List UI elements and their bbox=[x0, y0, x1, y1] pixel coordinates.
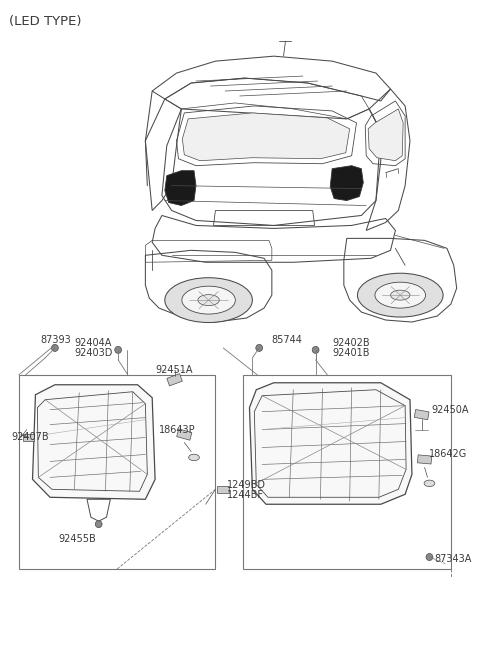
Bar bbox=[414, 409, 429, 420]
Bar bbox=[418, 455, 432, 464]
Polygon shape bbox=[330, 166, 363, 201]
Bar bbox=[19, 375, 216, 569]
Ellipse shape bbox=[375, 282, 426, 308]
Polygon shape bbox=[250, 382, 412, 504]
Text: 92403D: 92403D bbox=[74, 348, 113, 358]
Polygon shape bbox=[33, 385, 155, 499]
Ellipse shape bbox=[424, 480, 435, 487]
Ellipse shape bbox=[391, 290, 410, 300]
Circle shape bbox=[115, 346, 121, 354]
Text: 18642G: 18642G bbox=[430, 449, 468, 459]
Text: (LED TYPE): (LED TYPE) bbox=[9, 15, 82, 28]
Text: 1244BF: 1244BF bbox=[227, 490, 264, 501]
Bar bbox=[177, 429, 192, 440]
Bar bbox=[243, 375, 451, 569]
Bar bbox=[23, 434, 35, 441]
Bar bbox=[217, 486, 229, 493]
Text: 92450A: 92450A bbox=[432, 405, 469, 415]
Ellipse shape bbox=[165, 277, 252, 323]
Circle shape bbox=[426, 554, 433, 560]
Circle shape bbox=[95, 521, 102, 527]
Text: 92404A: 92404A bbox=[74, 338, 112, 348]
Polygon shape bbox=[165, 171, 196, 205]
Polygon shape bbox=[368, 109, 403, 161]
Text: 18643P: 18643P bbox=[159, 424, 196, 434]
Circle shape bbox=[312, 346, 319, 354]
Text: 92407B: 92407B bbox=[11, 432, 49, 441]
Ellipse shape bbox=[358, 274, 443, 317]
Text: 87393: 87393 bbox=[40, 335, 71, 345]
Bar bbox=[167, 374, 182, 386]
Text: 85744: 85744 bbox=[272, 335, 303, 345]
Text: 92401B: 92401B bbox=[332, 348, 370, 358]
Text: 87343A: 87343A bbox=[434, 554, 472, 564]
Circle shape bbox=[51, 344, 58, 352]
Ellipse shape bbox=[189, 454, 199, 461]
Text: 92451A: 92451A bbox=[155, 365, 192, 375]
Ellipse shape bbox=[198, 295, 219, 306]
Polygon shape bbox=[182, 113, 349, 161]
Ellipse shape bbox=[182, 286, 235, 314]
Text: 92402B: 92402B bbox=[332, 338, 370, 348]
Circle shape bbox=[256, 344, 263, 352]
Text: 1249BD: 1249BD bbox=[227, 480, 266, 490]
Text: 92455B: 92455B bbox=[59, 534, 96, 544]
